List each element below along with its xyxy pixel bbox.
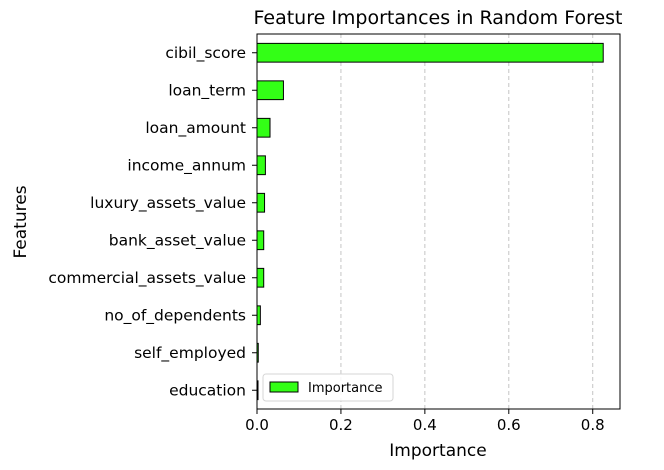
bar-commercial_assets_value <box>256 267 265 288</box>
y-axis-ticks: cibil_score loan_term loan_amount income_an… <box>48 44 257 399</box>
bar-income_annum <box>256 155 266 176</box>
bar-loan_amount <box>256 117 271 138</box>
y-tick-label: commercial_assets_value <box>48 269 246 288</box>
x-tick-label: 0.6 <box>497 416 521 434</box>
plot-frame <box>256 33 621 410</box>
y-tick-label: no_of_dependents <box>104 306 246 325</box>
x-tick-label: 0.2 <box>329 416 353 434</box>
y-tick-label: education <box>169 381 246 399</box>
legend-frame <box>262 373 394 402</box>
legend-swatch <box>269 381 299 393</box>
y-tick-label: bank_asset_value <box>109 231 246 250</box>
y-tick-label: self_employed <box>134 344 246 363</box>
grid-layer <box>256 34 594 409</box>
y-tick-label: luxury_assets_value <box>90 194 246 213</box>
x-axis-label: Importance <box>389 441 486 461</box>
bar-luxury_assets_value <box>256 192 266 213</box>
bar-cibil_score <box>256 42 604 63</box>
bar-bank_asset_value <box>256 230 265 251</box>
chart-title: Feature Importances in Random Forest <box>253 7 622 29</box>
y-tick-label: income_annum <box>127 156 246 175</box>
x-tick-label: 0.4 <box>413 416 437 434</box>
x-tick-label: 0.8 <box>581 416 605 434</box>
bar-loan_term <box>256 80 284 101</box>
legend-label: Importance <box>308 381 383 396</box>
x-axis-ticks: 0.0 0.2 0.4 0.6 0.8 <box>245 409 605 434</box>
y-tick-label: loan_term <box>168 81 246 100</box>
y-tick-label: loan_amount <box>145 119 246 138</box>
x-tick-label: 0.0 <box>245 416 269 434</box>
y-tick-label: cibil_score <box>165 44 246 63</box>
legend: Importance <box>262 373 394 402</box>
bar-layer <box>256 42 604 401</box>
y-axis-label: Features <box>11 185 31 258</box>
bar-no_of_dependents <box>256 305 261 326</box>
